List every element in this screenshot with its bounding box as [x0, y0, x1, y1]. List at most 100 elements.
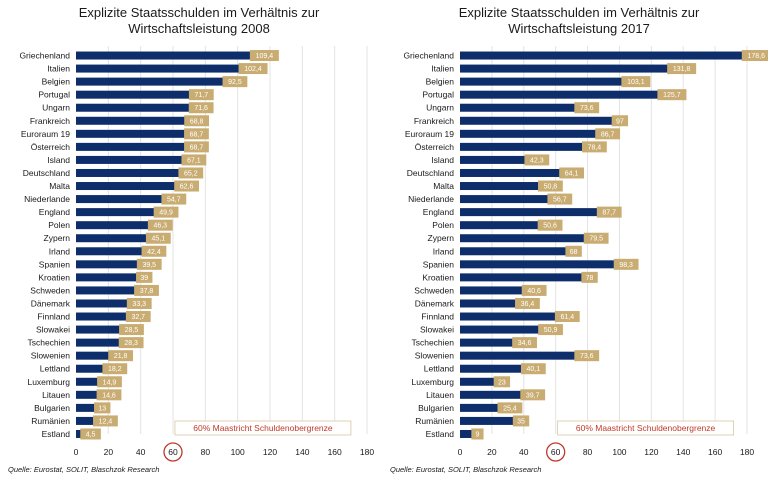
chart-2008: Explizite Staatsschulden im Verhältnis z… [8, 5, 374, 474]
data-label: 78,4 [588, 144, 602, 151]
category-label: Euroraum 19 [21, 129, 70, 139]
data-label-bg [184, 115, 210, 127]
category-label: Italien [431, 64, 454, 74]
bar [76, 103, 192, 112]
data-label-bg [524, 154, 550, 166]
x-tick-label: 160 [328, 447, 342, 457]
bar [460, 364, 524, 373]
bar [76, 260, 140, 269]
bar [460, 299, 519, 308]
data-label: 34,6 [518, 340, 532, 347]
data-label: 13 [98, 405, 106, 412]
data-label: 68,7 [190, 144, 204, 151]
data-label: 21,8 [114, 353, 128, 360]
data-label-bg [184, 141, 209, 153]
data-label-bg [184, 128, 209, 140]
data-label-bg [667, 63, 697, 75]
category-label: Finnland [37, 312, 70, 322]
data-label: 178,6 [748, 53, 766, 60]
annotation-box [557, 420, 734, 436]
x-tick-label: 60 [168, 447, 178, 457]
category-label: Portugal [38, 90, 70, 100]
data-label: 33,3 [132, 301, 146, 308]
bar [460, 390, 524, 399]
x-tick-label: 60 [551, 447, 561, 457]
data-label-bg [537, 180, 563, 192]
data-label: 14,6 [102, 392, 116, 399]
category-label: Malta [433, 181, 454, 191]
data-label-bg [80, 428, 101, 440]
source-note: Quelle: Eurostat, SOLIT, Blaschzok Resea… [8, 465, 159, 474]
data-label-bg [554, 311, 580, 323]
category-label: Estland [426, 429, 455, 439]
x-tick-label: 180 [740, 447, 754, 457]
category-label: Schweden [414, 285, 454, 295]
data-label: 42,4 [147, 249, 161, 256]
category-label: Island [431, 155, 454, 165]
data-label: 25,4 [503, 405, 517, 412]
data-label: 78 [586, 275, 594, 282]
data-label: 4,5 [86, 431, 96, 438]
bar [76, 403, 98, 412]
chart-title-line: Explizite Staatsschulden im Verhältnis z… [459, 5, 700, 20]
category-label: Kroatien [422, 272, 454, 282]
category-label: Luxemburg [27, 377, 70, 387]
data-label: 62,6 [180, 184, 194, 191]
data-label: 28,3 [124, 340, 138, 347]
bar [76, 116, 188, 125]
x-tick-label: 140 [295, 447, 309, 457]
data-label-bg [97, 376, 122, 388]
data-label-bg [174, 180, 200, 192]
bar [76, 299, 130, 308]
data-label-bg [611, 115, 629, 127]
bar [460, 286, 525, 295]
bar [76, 234, 149, 243]
data-label-bg [125, 311, 151, 323]
category-label: Spanien [39, 259, 70, 269]
bar [460, 116, 615, 125]
bar [460, 338, 516, 347]
category-label: Lettland [40, 364, 71, 374]
data-label-bg [574, 102, 600, 114]
category-label: Schweden [30, 285, 70, 295]
bar [76, 390, 100, 399]
data-label-bg [147, 219, 173, 231]
annotation-text: 60% Maastricht Schuldenobergrenze [193, 423, 333, 433]
data-label-bg [582, 141, 607, 153]
data-label-bg [181, 154, 207, 166]
chart-title-line: Wirtschaftsleistung 2008 [128, 21, 270, 36]
source-note: Quelle: Eurostat, SOLIT, Blaschzok Resea… [390, 465, 541, 474]
data-label-bg [538, 324, 563, 336]
x-tick-label: 20 [487, 447, 497, 457]
category-label: Litauen [42, 390, 70, 400]
x-tick-label: 20 [104, 447, 114, 457]
bar [460, 168, 563, 177]
bar [460, 234, 587, 243]
data-label-bg [574, 350, 600, 362]
x-tick-label: 80 [583, 447, 593, 457]
category-label: Rumänien [31, 416, 70, 426]
x-tick-label: 40 [136, 447, 146, 457]
data-label-bg [657, 89, 687, 101]
data-label: 103,1 [627, 79, 645, 86]
data-label-bg [741, 50, 768, 62]
data-label: 73,6 [580, 353, 594, 360]
bar [76, 364, 106, 373]
bar [76, 195, 165, 204]
category-label: Griechenland [19, 51, 70, 61]
data-label-bg [621, 76, 651, 88]
bar [76, 129, 188, 138]
category-label: Italien [47, 64, 70, 74]
data-label: 39 [140, 275, 148, 282]
category-label: Finnland [421, 312, 454, 322]
bar [460, 273, 585, 282]
data-label: 71,6 [194, 105, 208, 112]
data-label: 50,6 [543, 223, 557, 230]
data-label: 37,8 [140, 288, 154, 295]
x-tick-label: 0 [458, 447, 463, 457]
category-label: Luxemburg [411, 377, 454, 387]
bar [76, 273, 140, 282]
bar [460, 51, 745, 60]
category-label: Rumänien [415, 416, 454, 426]
data-label: 45,1 [151, 236, 165, 243]
